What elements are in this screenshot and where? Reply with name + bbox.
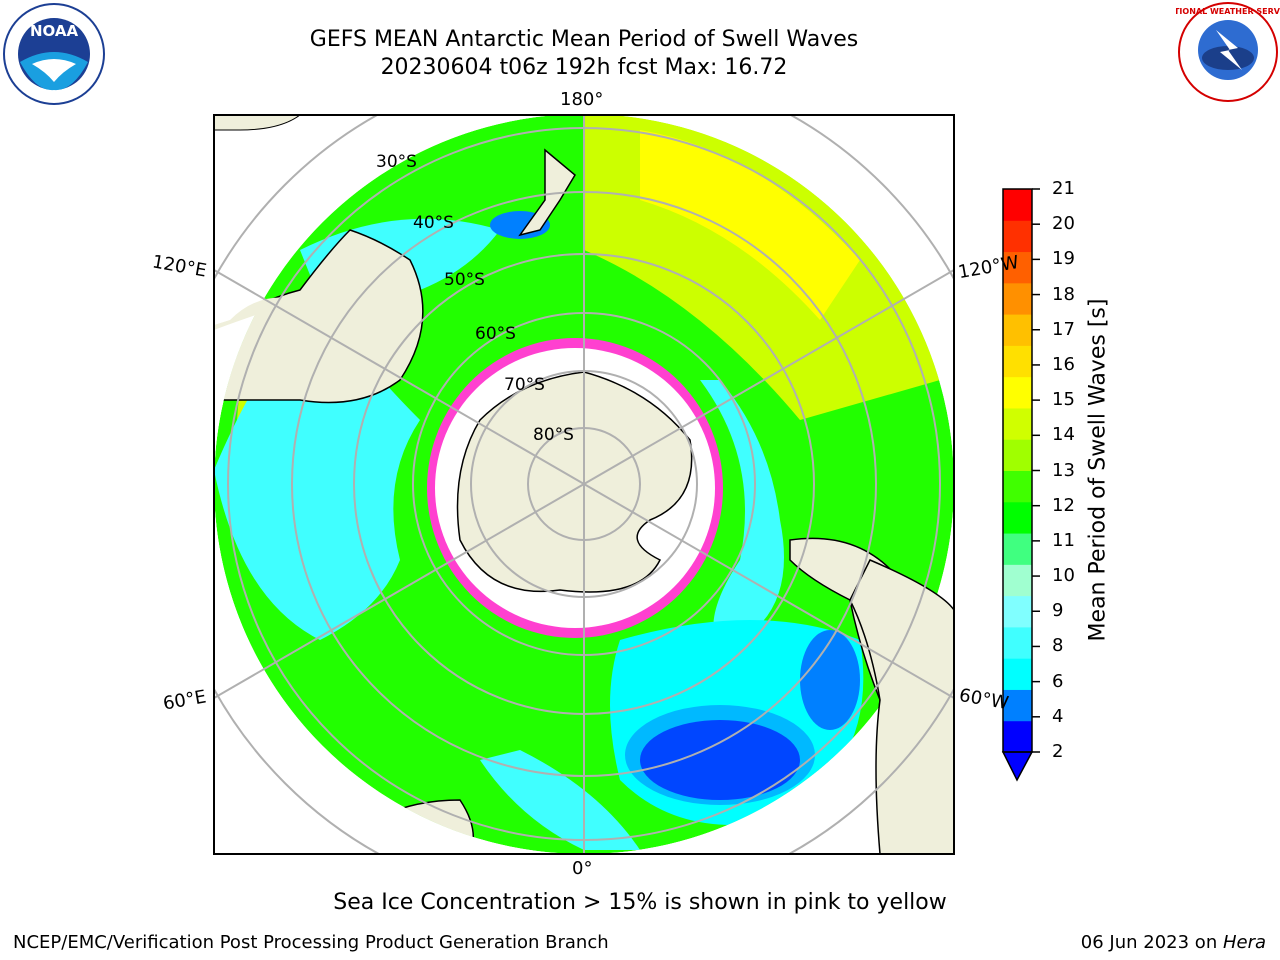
colorbar-segment <box>1003 658 1032 690</box>
colorbar-tick-label: 13 <box>1052 459 1075 481</box>
lat-label-80s: 80°S <box>533 425 574 445</box>
colorbar-segment <box>1003 407 1032 440</box>
colorbar-segment <box>1003 501 1032 534</box>
caption: Sea Ice Concentration > 15% is shown in … <box>333 890 947 915</box>
colorbar-tick-label: 10 <box>1052 565 1075 587</box>
noaa-logo: NOAA <box>3 3 105 105</box>
colorbar-segment <box>1003 564 1032 597</box>
footer-credit: NCEP/EMC/Verification Post Processing Pr… <box>13 932 609 953</box>
chart-title: GEFS MEAN Antarctic Mean Period of Swell… <box>309 27 859 52</box>
lat-label-70s: 70°S <box>504 375 545 395</box>
colorbar-tick-label: 12 <box>1052 494 1075 516</box>
colorbar-tick-label: 16 <box>1052 353 1075 375</box>
chart-subtitle: 20230604 t06z 192h fcst Max: 16.72 <box>380 55 788 80</box>
colorbar-segment <box>1003 282 1032 315</box>
nws-logo: NATIONAL WEATHER SERVICE <box>1176 2 1280 102</box>
colorbar-tick-label: 8 <box>1052 635 1064 657</box>
colorbar-tick-label: 14 <box>1052 424 1075 446</box>
colorbar-segment <box>1003 626 1032 659</box>
colorbar-segment <box>1003 470 1032 503</box>
colorbar-extend-arrow <box>1001 751 1034 782</box>
colorbar-segment <box>1003 251 1032 284</box>
footer-date: 06 Jun 2023 on Hera <box>1081 932 1266 953</box>
colorbar-segment <box>1003 189 1032 221</box>
colorbar-tick-label: 21 <box>1052 178 1075 199</box>
colorbar-segment <box>1003 314 1032 346</box>
colorbar-segment <box>1003 689 1032 722</box>
colorbar-tick-label: 20 <box>1052 213 1075 235</box>
new-zealand <box>518 148 576 237</box>
colorbar-segment <box>1003 345 1032 378</box>
colorbar-tick-label: 2 <box>1052 741 1064 762</box>
lon-label-0: 0° <box>572 858 593 879</box>
lat-label-50s: 50°S <box>444 270 485 290</box>
colorbar-tick-label: 9 <box>1052 600 1064 622</box>
lat-label-60s: 60°S <box>475 324 516 344</box>
colorbar-tick-label: 4 <box>1052 705 1064 727</box>
colorbar-frame <box>1002 188 1033 753</box>
colorbar-tick-label: 6 <box>1052 670 1064 692</box>
colorbar-tick-label: 11 <box>1052 529 1075 551</box>
lat-label-30s: 30°S <box>376 152 417 172</box>
colorbar-title: Mean Period of Swell Waves [s] <box>1085 298 1111 642</box>
footer-date-text: 06 Jun 2023 on <box>1080 932 1223 953</box>
colorbar-segment <box>1003 595 1032 628</box>
colorbar-tick-label: 19 <box>1052 248 1075 270</box>
lon-label-180: 180° <box>560 89 604 110</box>
colorbar-tick-label: 15 <box>1052 389 1075 411</box>
footer-machine: Hera <box>1222 932 1266 953</box>
colorbar-tick-label: 17 <box>1052 318 1075 340</box>
colorbar-segment <box>1003 720 1032 753</box>
nws-logo-text: NATIONAL WEATHER SERVICE <box>1176 7 1280 16</box>
colorbar-segment <box>1003 533 1032 565</box>
colorbar-segment <box>1003 439 1032 471</box>
noaa-logo-text: NOAA <box>30 22 79 40</box>
colorbar-tick-label: 18 <box>1052 283 1075 305</box>
colorbar-segment <box>1003 376 1032 409</box>
lat-label-40s: 40°S <box>413 213 454 233</box>
colorbar <box>1003 188 1040 753</box>
map-frame <box>213 114 955 855</box>
graticule <box>214 115 954 854</box>
colorbar-segment <box>1003 220 1032 253</box>
